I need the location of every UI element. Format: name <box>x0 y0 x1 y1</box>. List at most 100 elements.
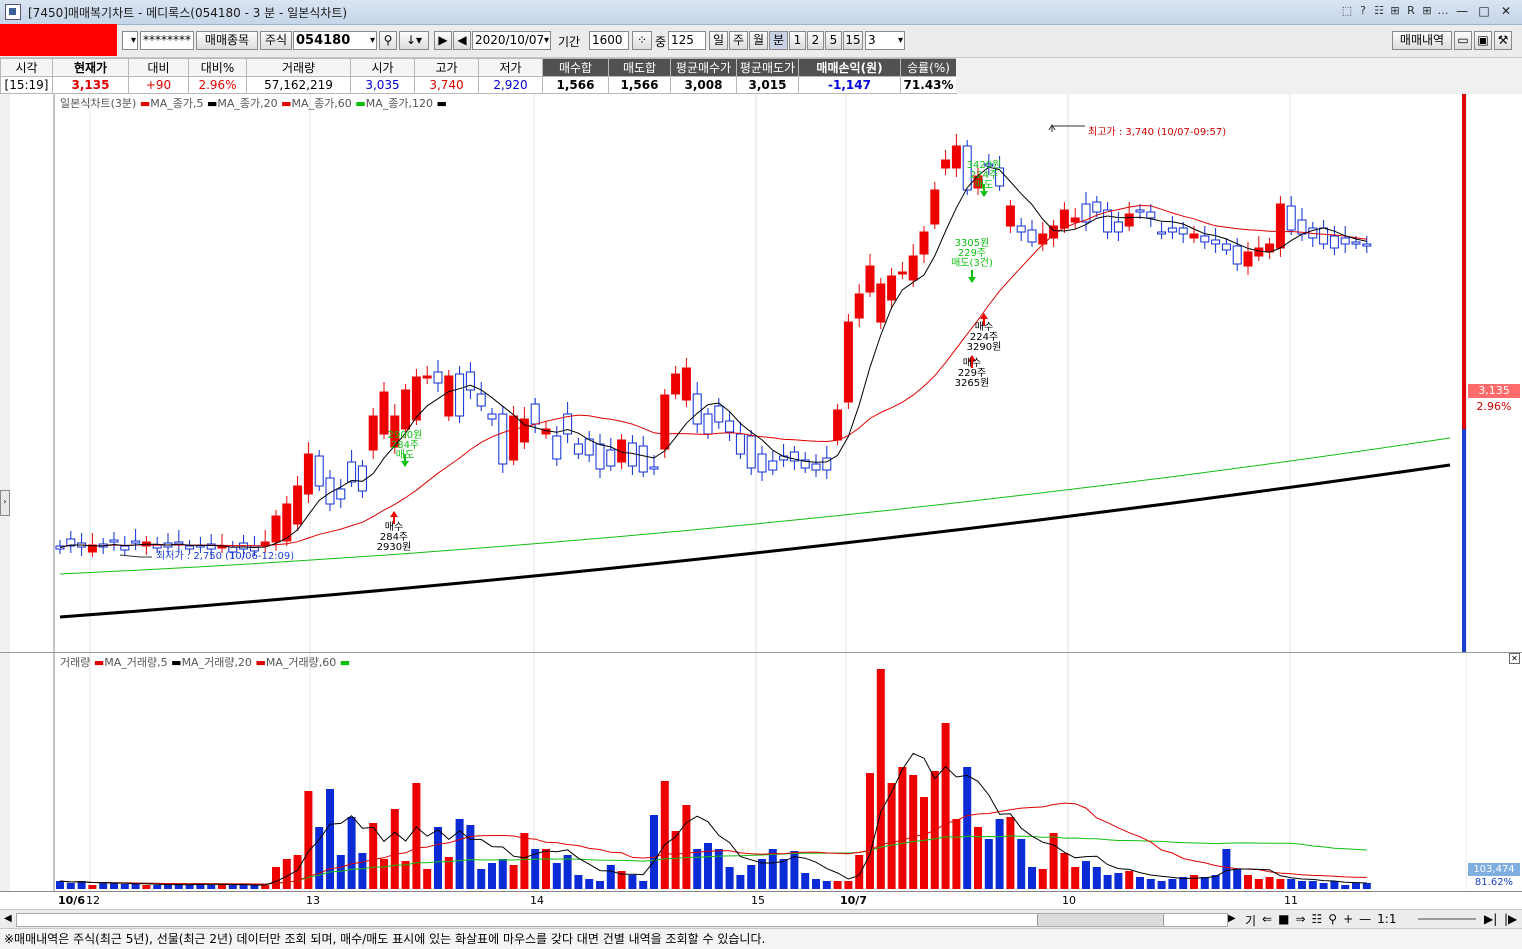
go-last-icon[interactable]: |▶ <box>1504 912 1518 926</box>
candle-body <box>681 367 691 401</box>
period-input[interactable]: 1600 <box>589 31 629 50</box>
volume-bar <box>596 881 604 889</box>
quote-value-row: [15:19] 3,135 +90 2.96% 57,162,219 3,035… <box>0 76 957 94</box>
val-buy-sum: 1,566 <box>542 76 609 94</box>
tab-month[interactable]: 월 <box>749 31 768 50</box>
candle-body <box>293 485 303 525</box>
tab-1[interactable]: 1 <box>789 31 806 50</box>
candle-body <box>1124 213 1134 227</box>
minute-select[interactable]: 3 <box>865 31 905 50</box>
candle-body <box>995 167 1005 187</box>
password-field[interactable]: ******** <box>140 31 194 50</box>
hdr-low: 저가 <box>478 58 543 77</box>
tab-minute[interactable]: 분 <box>769 31 788 50</box>
trade-items-button[interactable]: 매매종목 <box>196 31 258 50</box>
zoom-in-icon[interactable]: + <box>1343 912 1354 926</box>
forward-icon[interactable]: ⇒ <box>1295 912 1306 926</box>
wrench-icon[interactable]: ⚒ <box>1494 31 1512 50</box>
count-input[interactable]: 125 <box>668 31 706 50</box>
volume-bar <box>1179 877 1188 889</box>
minimize-button[interactable]: — <box>1456 4 1468 18</box>
scroll-right-icon[interactable]: ▶ <box>1228 913 1236 924</box>
volume-bar <box>1341 885 1350 889</box>
r-icon[interactable]: R <box>1407 4 1415 17</box>
volume-scale: ✕ 103,474 81.62% <box>1467 653 1522 891</box>
candle-body <box>1157 231 1167 235</box>
volume-bar <box>1060 853 1069 889</box>
zoom-slider[interactable] <box>1418 918 1476 920</box>
candle-body <box>1103 209 1113 233</box>
current-price-tag: 3,135 <box>1468 384 1520 398</box>
zoom-out-icon[interactable]: — <box>1359 912 1372 926</box>
volume-bar <box>509 865 518 889</box>
tab-15[interactable]: 15 <box>843 31 863 50</box>
scroll-thumb[interactable] <box>1037 914 1164 926</box>
date-input[interactable]: 2020/10/07 <box>472 31 551 50</box>
ratio-label[interactable]: 1:1 <box>1377 912 1397 926</box>
close-panel-icon[interactable]: ✕ <box>1509 653 1520 664</box>
table-icon[interactable]: ☷ <box>1311 912 1323 926</box>
back-icon[interactable]: ⇐ <box>1262 912 1273 926</box>
price-range-bar-lower <box>1462 429 1466 652</box>
hdr-change-pct: 대비% <box>188 58 247 77</box>
account-dropdown[interactable] <box>122 31 138 50</box>
layout-icon[interactable]: ⊞ <box>1390 4 1400 17</box>
volume-chart-panel[interactable]: 거래량 ▬MA_거래량,5 ▬MA_거래량,20 ▬MA_거래량,60 ▬ <box>10 653 1466 891</box>
help-icon[interactable]: ? <box>1360 4 1366 17</box>
close-button[interactable]: ✕ <box>1500 4 1512 18</box>
screen-icon[interactable]: ⬚ <box>1341 4 1353 17</box>
val-sell-sum: 1,566 <box>608 76 671 94</box>
scroll-left-icon[interactable]: ◀ <box>4 913 12 924</box>
tab-2[interactable]: 2 <box>807 31 824 50</box>
candle-body <box>1038 233 1048 245</box>
stock-code-input[interactable]: 054180 <box>293 31 377 50</box>
settings-icon[interactable]: ⁘ <box>632 31 652 50</box>
next-icon[interactable]: ▶ <box>434 31 452 50</box>
base-icon[interactable]: 기 <box>1245 914 1257 928</box>
volume-bar <box>380 859 388 889</box>
price-chart-panel[interactable]: 매수 284주 2930원 2900원 284주 매도 3305원 229주 매도(3건) 매수 2… <box>10 94 1466 652</box>
stock-type-button[interactable]: 주식 <box>260 31 292 50</box>
stop-icon[interactable]: ■ <box>1278 912 1290 926</box>
volume-bar <box>1276 879 1285 889</box>
tab-5[interactable]: 5 <box>825 31 842 50</box>
search-icon[interactable]: ⚲ <box>379 31 397 50</box>
legend-ma5: MA_종가,5 <box>150 97 204 110</box>
magnifier-icon[interactable]: ⚲ <box>1328 912 1338 926</box>
hdr-avg-buy: 평균매수가 <box>670 58 737 77</box>
volume-bar <box>758 859 766 889</box>
val-volume: 57,162,219 <box>246 76 351 94</box>
candle-body <box>746 435 756 469</box>
candle-body <box>498 413 508 465</box>
volume-bar <box>984 839 993 889</box>
list-icon[interactable]: ☷ <box>1374 4 1384 17</box>
volume-chart[interactable] <box>10 653 1466 891</box>
history-button[interactable]: 매매내역 <box>1392 31 1452 50</box>
more-icon[interactable]: … <box>1437 4 1449 17</box>
prev-icon[interactable]: ◀ <box>453 31 471 50</box>
sort-icon[interactable]: ↓▾ <box>399 31 429 50</box>
candle-body <box>444 375 454 417</box>
grid-icon[interactable]: ⊞ <box>1422 4 1432 17</box>
collapse-handle[interactable]: › <box>0 490 10 516</box>
save-icon[interactable]: ▣ <box>1474 31 1492 50</box>
status-bar: ※매매내역은 주식(최근 5년), 선물(최근 2년) 데이터만 조회 되며, … <box>0 928 1522 949</box>
volume-bar <box>660 781 669 889</box>
low-label: 최저가 : 2,750 (10/06-12:09) <box>156 550 294 562</box>
maximize-button[interactable]: □ <box>1478 4 1490 18</box>
tab-day[interactable]: 일 <box>709 31 728 50</box>
tab-week[interactable]: 주 <box>729 31 748 50</box>
go-end-icon[interactable]: ▶| <box>1484 912 1498 926</box>
horizontal-scrollbar[interactable] <box>16 913 1228 927</box>
candle-body <box>422 375 432 379</box>
candle-body <box>930 189 940 225</box>
folder-icon[interactable]: ▭ <box>1454 31 1472 50</box>
